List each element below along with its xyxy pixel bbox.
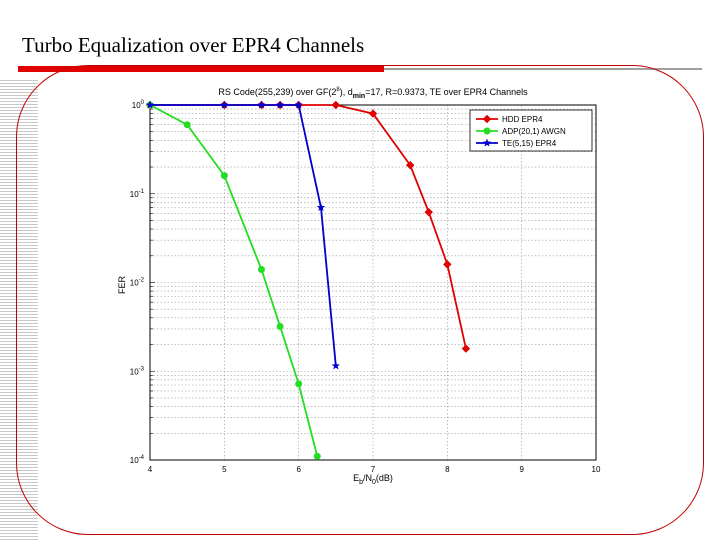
- series-line: [150, 104, 337, 366]
- data-point-circle: [220, 172, 228, 180]
- slide-frame: [16, 65, 704, 535]
- y-tick-label: 10-1: [130, 189, 145, 199]
- legend-label: ADP(20,1) AWGN: [502, 127, 566, 136]
- x-tick-label: 6: [296, 465, 301, 474]
- y-tick-label: 10-4: [130, 455, 145, 465]
- data-point-star: [145, 100, 155, 109]
- chart-legend: HDD EPR4 ADP(20,1) AWGN TE(5,15) EPR4: [469, 109, 593, 152]
- legend-entry-0: HDD EPR4: [476, 114, 543, 124]
- data-point-diamond: [405, 160, 415, 170]
- legend-label: TE(5,15) EPR4: [502, 139, 557, 148]
- data-point-star: [257, 100, 266, 109]
- data-point-circle: [258, 266, 265, 274]
- x-tick-label: 9: [519, 465, 524, 474]
- series-0: [145, 100, 471, 353]
- x-tick-label: 8: [445, 465, 450, 474]
- series-line: [150, 104, 467, 349]
- data-point-circle: [183, 121, 191, 129]
- chart-grid: [150, 105, 596, 460]
- y-tick-label: 10-3: [130, 366, 145, 376]
- y-tick-label: 100: [132, 100, 145, 110]
- data-point-diamond: [424, 207, 433, 217]
- title-underline-red: [18, 66, 384, 72]
- data-point-circle: [276, 322, 284, 330]
- series-1: [146, 101, 321, 460]
- data-point-diamond: [368, 109, 378, 118]
- data-point-circle: [313, 452, 321, 460]
- slide-title: Turbo Equalization over EPR4 Channels: [22, 33, 365, 57]
- series-line: [149, 104, 319, 457]
- data-point-diamond: [461, 344, 471, 353]
- data-point-diamond: [331, 100, 341, 110]
- data-point-circle: [483, 127, 491, 135]
- data-point-diamond: [443, 260, 452, 269]
- y-tick-label: 10-2: [130, 278, 145, 288]
- data-point-star: [482, 138, 492, 147]
- data-point-star: [331, 361, 341, 370]
- title-underline-gray: [384, 68, 702, 70]
- data-point-star: [220, 100, 229, 109]
- chart-series: [145, 100, 471, 460]
- data-point-star: [316, 202, 326, 212]
- x-tick-label: 7: [371, 465, 376, 474]
- data-point-star: [294, 100, 303, 109]
- chart-title: RS Code(255,239) over GF(28), dmin=17, R…: [218, 87, 528, 100]
- y-axis-label: FER: [117, 275, 127, 294]
- data-point-star: [275, 100, 285, 109]
- x-axis-label: Eb/N0(dB): [353, 473, 393, 486]
- x-tick-label: 5: [222, 465, 227, 474]
- data-point-circle: [295, 380, 303, 388]
- legend-label: HDD EPR4: [502, 115, 543, 124]
- x-tick-label: 4: [148, 465, 153, 474]
- legend-entry-1: ADP(20,1) AWGN: [476, 127, 566, 136]
- data-point-diamond: [482, 114, 492, 124]
- axis-ticks: 4 5 6 7 8 9 10 100 10-1 10-2 10-3 10-4: [130, 100, 601, 474]
- legend-entry-2: TE(5,15) EPR4: [476, 138, 557, 148]
- x-tick-label: 10: [592, 465, 601, 474]
- series-2: [145, 100, 341, 370]
